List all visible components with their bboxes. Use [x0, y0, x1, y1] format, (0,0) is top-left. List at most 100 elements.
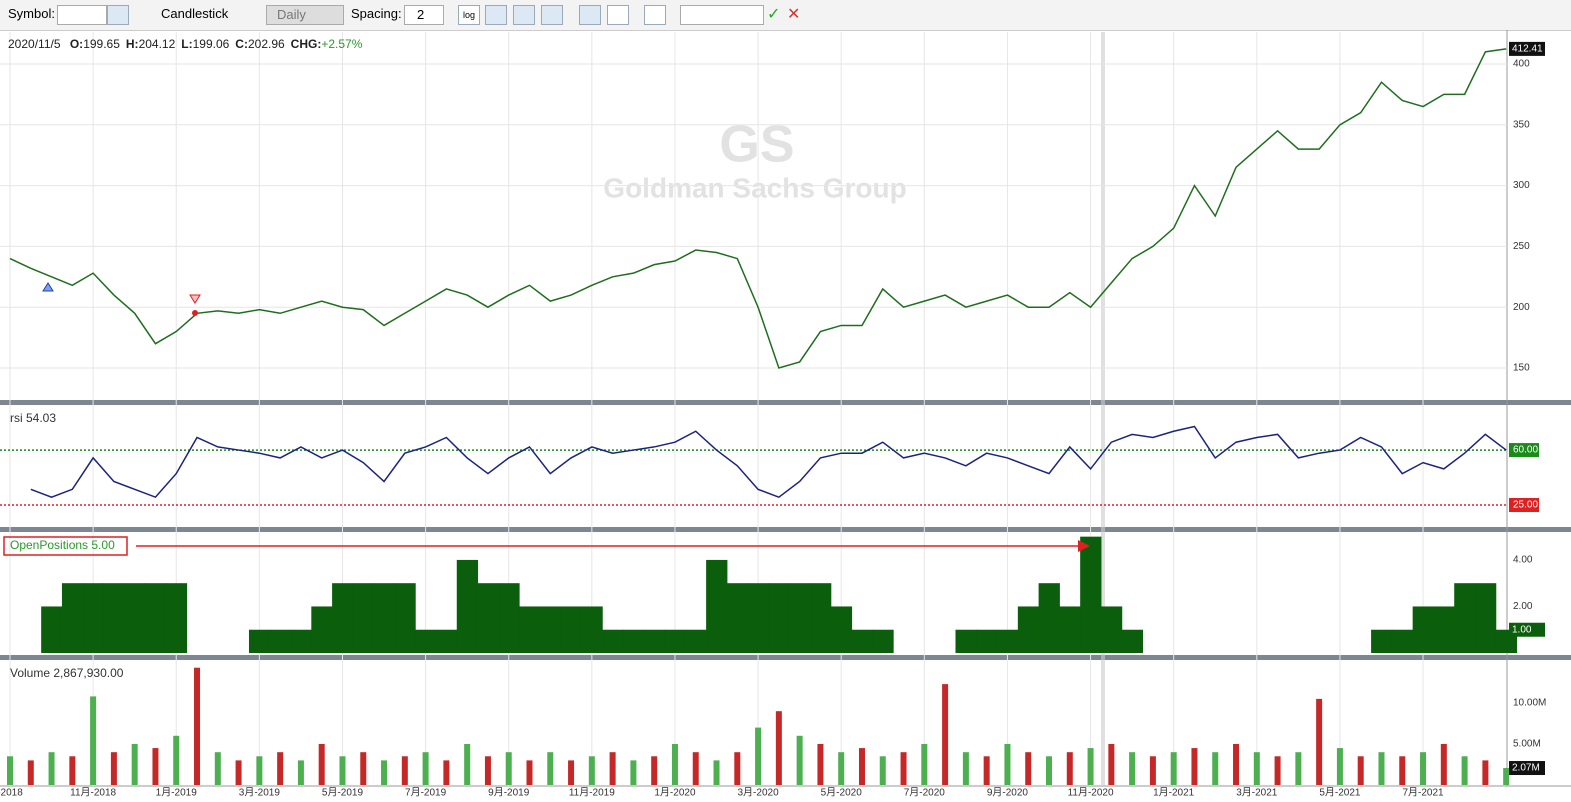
y-tick-label: 60.00 — [1513, 445, 1538, 456]
position-bar — [1474, 583, 1497, 653]
position-bar — [41, 606, 63, 653]
volume-bar — [69, 756, 76, 785]
x-tick-label: 9月-2020 — [987, 787, 1029, 799]
sell-dot — [192, 310, 198, 316]
period-box[interactable]: Daily — [266, 5, 344, 25]
volume-bar — [297, 760, 304, 785]
volume-bar — [1025, 752, 1032, 785]
volume-bar — [214, 752, 221, 785]
position-bar — [1412, 606, 1434, 653]
dropdown[interactable] — [680, 5, 764, 25]
volume-bar — [1378, 752, 1385, 785]
ok-button[interactable]: ✓ — [767, 6, 781, 23]
period-text: Daily — [277, 7, 306, 22]
last-value-label: 2.07M — [1512, 763, 1540, 774]
legend-key: O: — [69, 37, 84, 51]
volume-bar — [983, 756, 990, 785]
position-bar — [519, 606, 541, 653]
go-button[interactable] — [107, 5, 129, 25]
spacing-label: Spacing: — [351, 6, 402, 21]
volume-bar — [152, 748, 159, 785]
position-bar — [145, 583, 167, 653]
legend-value: 202.96 — [247, 37, 285, 51]
y-tick-label: 5.00M — [1513, 739, 1541, 750]
legend-key: L: — [181, 37, 193, 51]
volume-bar — [1482, 760, 1489, 785]
panel-separator — [0, 655, 1571, 660]
position-bar — [664, 629, 686, 653]
volume-bar — [630, 760, 637, 785]
volume-bar — [131, 743, 138, 785]
x-tick-label: 1月-2020 — [654, 787, 696, 799]
x-tick-label: 5月-2019 — [322, 787, 364, 799]
tick-label-bg — [1509, 443, 1539, 458]
volume-bar — [1461, 756, 1468, 785]
log-button[interactable]: log — [458, 5, 480, 25]
position-bar — [706, 559, 728, 653]
volume-bar — [110, 752, 117, 785]
position-bar — [124, 583, 146, 653]
position-bar — [435, 629, 458, 653]
volume-bar — [817, 743, 824, 785]
y-tick-label: 4.00 — [1513, 555, 1533, 566]
tool-button[interactable] — [607, 5, 629, 25]
position-bar — [747, 583, 769, 653]
legend-value: 199.06 — [192, 37, 230, 51]
buy-marker — [42, 282, 54, 292]
volume-bar — [1212, 752, 1219, 785]
position-bar — [976, 629, 998, 653]
tool-button[interactable] — [644, 5, 666, 25]
panel-label: OpenPositions 5.00 — [10, 538, 115, 552]
last-value-bg — [1509, 41, 1545, 56]
last-value-label: 412.41 — [1512, 44, 1543, 55]
volume-bar — [1440, 743, 1447, 785]
tick-label-bg — [1509, 498, 1539, 513]
volume-bar — [401, 756, 408, 785]
volume-bar — [339, 756, 346, 785]
position-bar — [685, 629, 707, 653]
x-tick-label: 3月-2020 — [738, 787, 780, 799]
tool-button[interactable] — [513, 5, 535, 25]
position-bar — [581, 606, 603, 653]
y-tick-label: 150 — [1513, 363, 1530, 374]
legend-value: 199.65 — [83, 37, 120, 51]
volume-bar — [692, 752, 699, 785]
position-bar — [1100, 606, 1123, 653]
position-bar — [1121, 629, 1144, 653]
position-bar — [61, 583, 84, 653]
volume-bar — [755, 727, 762, 785]
x-tick-label: 9月-2019 — [488, 787, 530, 799]
symbol-input[interactable] — [57, 5, 107, 25]
series-line — [9, 48, 1507, 369]
volume-bar — [775, 711, 782, 785]
cancel-button[interactable]: ✕ — [787, 6, 801, 23]
position-bar — [997, 629, 1019, 653]
volume-bar — [7, 756, 13, 785]
x-tick-label: 11月-2020 — [1068, 787, 1114, 799]
volume-bar — [921, 743, 928, 785]
tool-button[interactable] — [485, 5, 507, 25]
volume-bar — [484, 756, 491, 785]
x-tick-label: 1月-2019 — [156, 787, 198, 799]
style-dropdown[interactable]: Candlestick — [139, 5, 241, 23]
tool-button[interactable] — [541, 5, 563, 25]
y-tick-label: 10.00M — [1513, 698, 1546, 709]
legend-key: H: — [125, 37, 139, 51]
legend: 2020/11/5 O:199.65 H:204.12 L:199.06 C:202.… — [8, 37, 362, 51]
panel-label: rsi 54.03 — [10, 411, 56, 425]
volume-bar — [942, 684, 949, 785]
volume-bar — [1336, 748, 1343, 785]
position-bar — [332, 583, 354, 653]
volume-bar — [651, 756, 658, 785]
volume-bar — [1149, 756, 1156, 785]
position-bar — [872, 629, 894, 653]
volume-bar — [505, 752, 512, 785]
volume-bar — [1087, 748, 1094, 785]
legend-value: +2.57% — [321, 37, 363, 51]
panel-label: Volume 2,867,930.00 — [10, 666, 124, 680]
tool-button[interactable] — [579, 5, 601, 25]
volume-bar — [1233, 743, 1240, 785]
x-tick-label: 5月-2020 — [821, 787, 863, 799]
spacing-input[interactable]: 2 — [404, 5, 444, 25]
